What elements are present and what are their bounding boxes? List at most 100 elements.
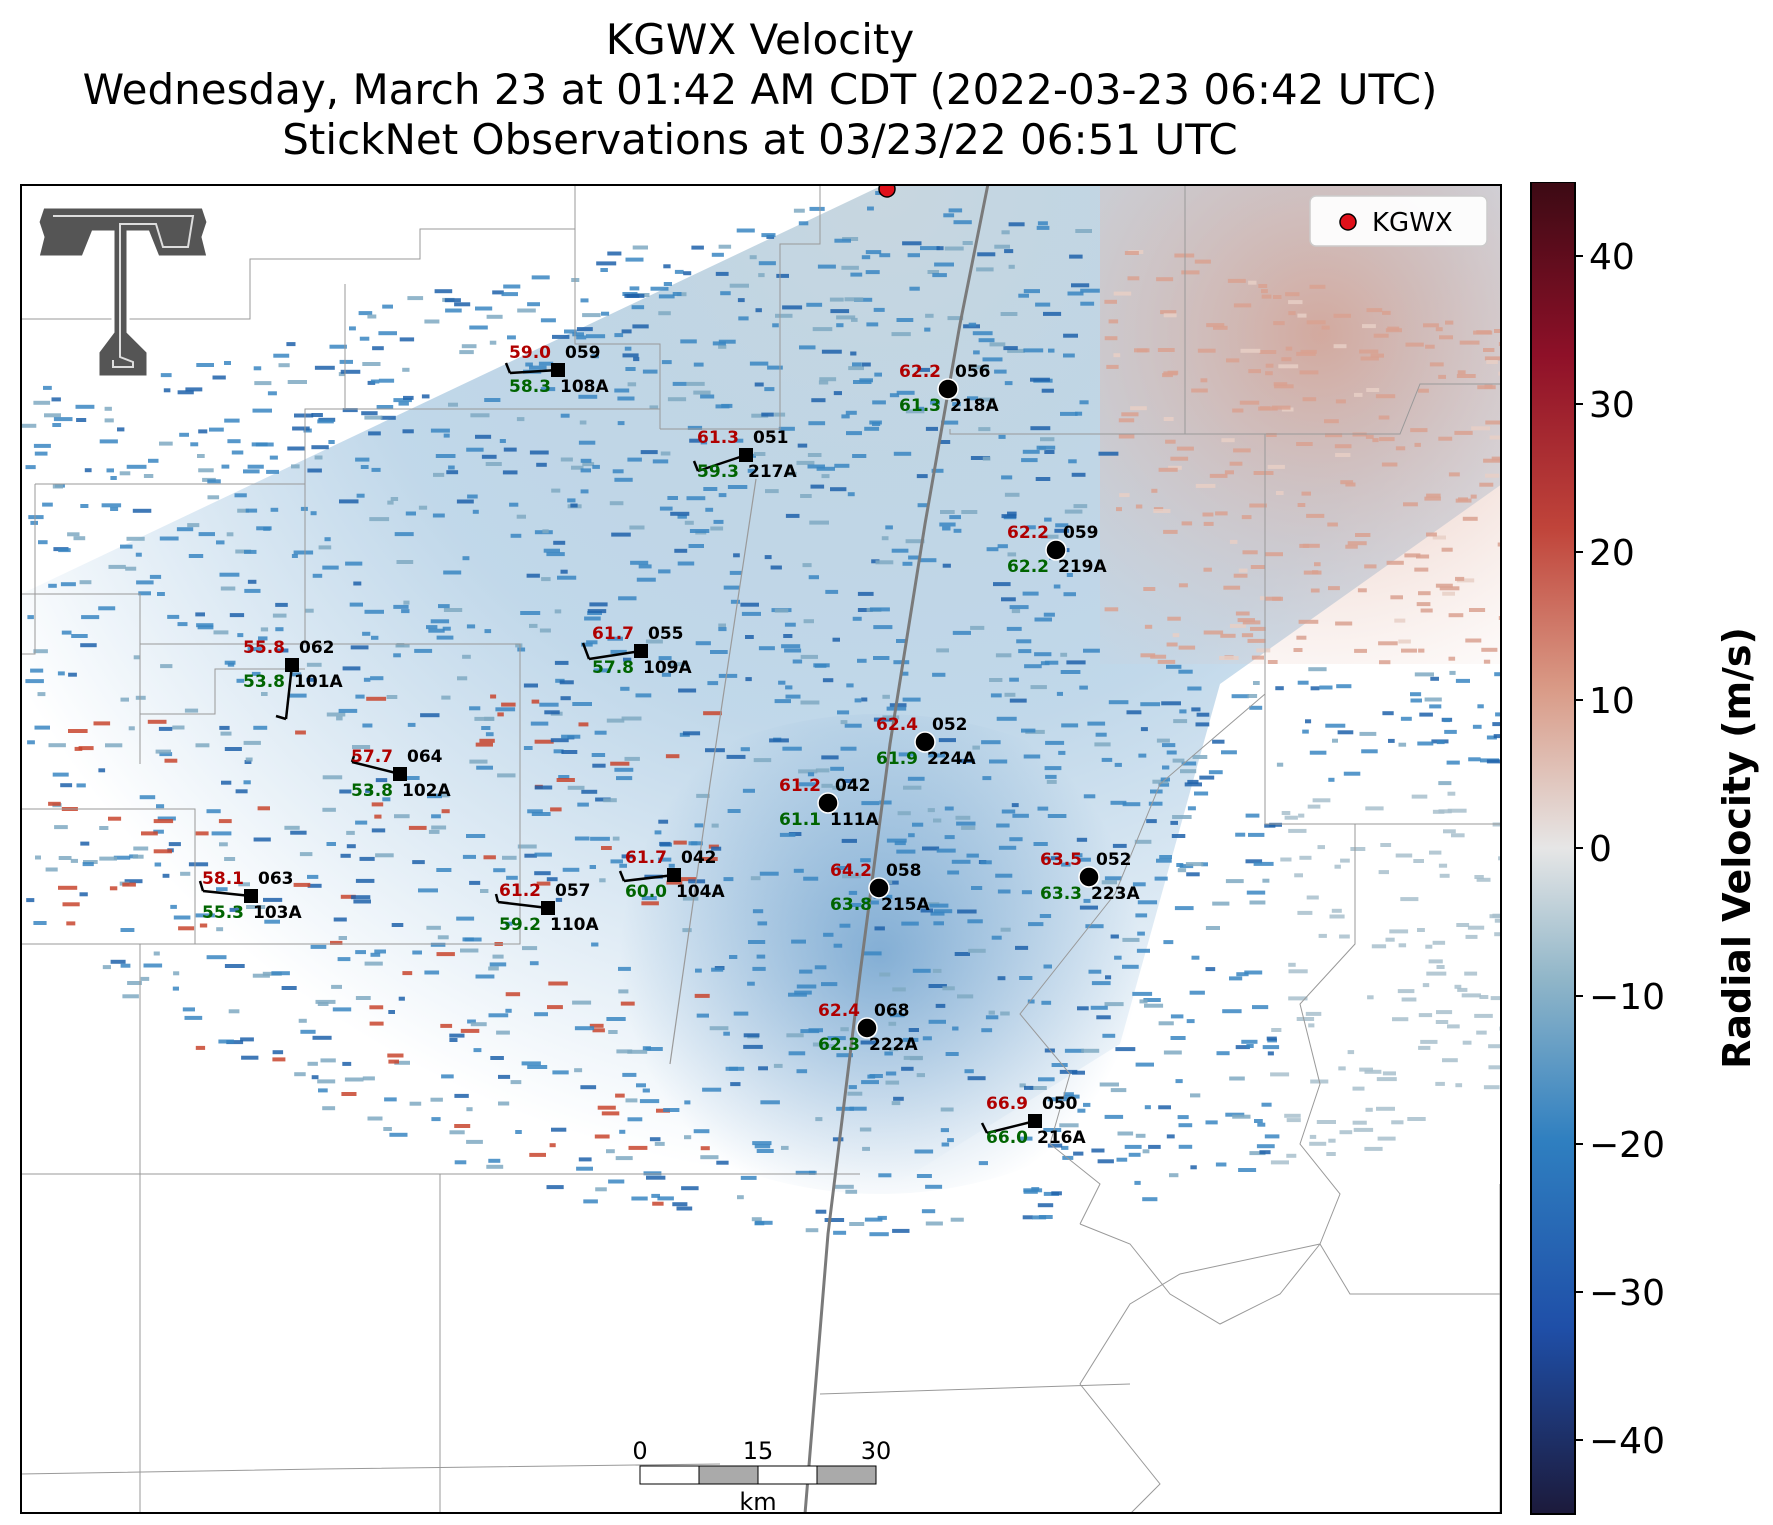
radar-pixel <box>596 261 617 266</box>
radar-pixel <box>530 721 549 726</box>
kgwx-radar-site-marker[interactable] <box>878 184 896 198</box>
radar-pixel <box>1332 738 1338 743</box>
radar-pixel <box>781 644 801 649</box>
radar-pixel <box>99 856 117 861</box>
radar-pixel <box>247 464 264 469</box>
radar-pixel <box>723 1031 730 1036</box>
radar-pixel <box>1244 970 1263 975</box>
radar-pixel <box>1333 344 1347 349</box>
radar-pixel <box>1016 639 1032 644</box>
radar-pixel <box>1024 1085 1034 1090</box>
radar-pixel <box>339 359 353 364</box>
radar-pixel <box>857 608 873 612</box>
radar-pixel <box>1152 779 1169 784</box>
radar-pixel <box>1060 411 1078 416</box>
radar-pixel <box>1319 685 1333 690</box>
radar-pixel <box>758 261 776 266</box>
radar-pixel <box>461 344 477 349</box>
radar-pixel <box>21 423 37 428</box>
radar-pixel <box>1324 419 1339 424</box>
radar-pixel <box>1186 872 1200 877</box>
radar-pixel <box>157 592 165 596</box>
radar-pixel <box>346 830 355 835</box>
radar-pixel <box>467 1019 476 1024</box>
radar-pixel <box>707 681 719 686</box>
radar-pixel <box>740 747 750 752</box>
radar-pixel <box>531 699 540 704</box>
radar-pixel <box>612 469 624 474</box>
radar-pixel <box>752 966 766 971</box>
radar-pixel <box>1185 862 1204 867</box>
radar-pixel <box>460 948 479 953</box>
map-legend[interactable]: KGWX <box>1309 195 1488 247</box>
radar-pixel <box>619 1129 626 1134</box>
radar-pixel <box>947 1138 954 1143</box>
radar-pixel <box>80 643 97 648</box>
radar-pixel <box>466 624 476 629</box>
radar-pixel <box>139 795 156 800</box>
radar-pixel <box>695 641 711 646</box>
radar-pixel <box>846 683 854 688</box>
radar-pixel <box>1104 1002 1124 1007</box>
radar-pixel <box>387 500 394 505</box>
radar-pixel <box>964 1069 974 1074</box>
radar-pixel <box>153 849 172 854</box>
radar-pixel <box>1238 1168 1257 1172</box>
radar-pixel <box>188 862 209 867</box>
radar-pixel <box>718 623 726 628</box>
radar-pixel <box>1256 648 1271 653</box>
radar-pixel <box>614 767 634 772</box>
radar-pixel <box>670 511 690 516</box>
station-id: 215A <box>881 895 930 915</box>
radar-pixel <box>786 471 797 476</box>
radar-pixel <box>1303 570 1322 575</box>
radar-pixel <box>1050 856 1060 861</box>
radar-pixel <box>449 1033 465 1038</box>
radar-pixel <box>371 802 384 807</box>
radar-pixel <box>1483 659 1491 664</box>
radar-pixel <box>1135 504 1143 509</box>
radar-pixel <box>426 625 438 630</box>
radar-pixel <box>798 221 809 226</box>
radar-pixel <box>667 397 687 402</box>
radar-pixel <box>1379 437 1395 442</box>
radar-pixel <box>527 1065 548 1069</box>
radar-pixel <box>475 306 493 311</box>
radar-pixel <box>811 398 826 403</box>
radar-pixel <box>776 273 789 278</box>
radar-pixel <box>342 1061 352 1066</box>
radar-pixel <box>436 952 455 957</box>
radar-pixel <box>1265 363 1274 368</box>
radar-pixel <box>1261 294 1272 299</box>
radar-pixel <box>661 672 671 677</box>
radar-pixel <box>1208 770 1223 775</box>
radar-pixel <box>1371 944 1387 949</box>
radar-pixel <box>281 986 297 990</box>
radar-pixel <box>294 1072 306 1077</box>
radar-pixel <box>1104 299 1117 304</box>
radar-pixel <box>836 1106 854 1111</box>
radar-pixel <box>430 428 450 433</box>
radar-pixel <box>1037 1203 1054 1208</box>
radar-pixel <box>940 440 951 444</box>
radar-pixel <box>326 842 336 846</box>
radar-pixel <box>324 537 331 542</box>
radar-pixel <box>1395 446 1406 451</box>
